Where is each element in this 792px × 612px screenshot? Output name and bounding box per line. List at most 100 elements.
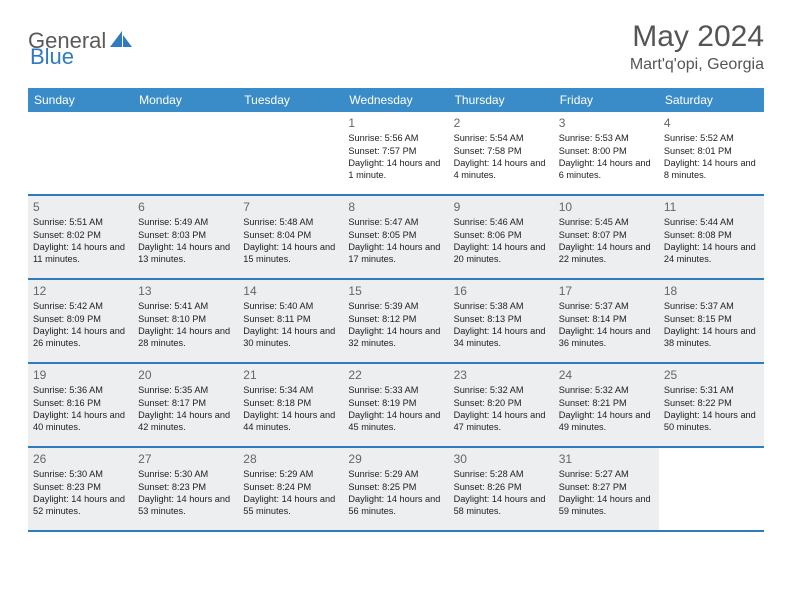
day-cell: 18Sunrise: 5:37 AMSunset: 8:15 PMDayligh… xyxy=(659,280,764,362)
day-info: Sunrise: 5:27 AMSunset: 8:27 PMDaylight:… xyxy=(559,468,654,518)
day-number: 2 xyxy=(454,115,549,131)
day-cell: 1Sunrise: 5:56 AMSunset: 7:57 PMDaylight… xyxy=(343,112,448,194)
day-number: 26 xyxy=(33,451,128,467)
day-number: 27 xyxy=(138,451,233,467)
weekday-header: Wednesday xyxy=(343,88,448,112)
day-number: 6 xyxy=(138,199,233,215)
day-number: 4 xyxy=(664,115,759,131)
day-number: 14 xyxy=(243,283,338,299)
location: Mart'q'opi, Georgia xyxy=(630,56,764,74)
day-info: Sunrise: 5:30 AMSunset: 8:23 PMDaylight:… xyxy=(33,468,128,518)
day-cell: 25Sunrise: 5:31 AMSunset: 8:22 PMDayligh… xyxy=(659,364,764,446)
day-number: 11 xyxy=(664,199,759,215)
day-info: Sunrise: 5:49 AMSunset: 8:03 PMDaylight:… xyxy=(138,216,233,266)
day-number: 15 xyxy=(348,283,443,299)
day-cell: 9Sunrise: 5:46 AMSunset: 8:06 PMDaylight… xyxy=(449,196,554,278)
day-number: 29 xyxy=(348,451,443,467)
day-cell: 21Sunrise: 5:34 AMSunset: 8:18 PMDayligh… xyxy=(238,364,343,446)
day-cell: 3Sunrise: 5:53 AMSunset: 8:00 PMDaylight… xyxy=(554,112,659,194)
day-cell xyxy=(133,112,238,194)
day-number: 10 xyxy=(559,199,654,215)
day-number: 13 xyxy=(138,283,233,299)
day-cell: 28Sunrise: 5:29 AMSunset: 8:24 PMDayligh… xyxy=(238,448,343,530)
weekday-header: Tuesday xyxy=(238,88,343,112)
day-number: 19 xyxy=(33,367,128,383)
day-info: Sunrise: 5:56 AMSunset: 7:57 PMDaylight:… xyxy=(348,132,443,182)
day-cell: 26Sunrise: 5:30 AMSunset: 8:23 PMDayligh… xyxy=(28,448,133,530)
day-cell: 17Sunrise: 5:37 AMSunset: 8:14 PMDayligh… xyxy=(554,280,659,362)
day-cell: 11Sunrise: 5:44 AMSunset: 8:08 PMDayligh… xyxy=(659,196,764,278)
sail-icon xyxy=(108,29,134,54)
day-cell: 8Sunrise: 5:47 AMSunset: 8:05 PMDaylight… xyxy=(343,196,448,278)
day-cell: 24Sunrise: 5:32 AMSunset: 8:21 PMDayligh… xyxy=(554,364,659,446)
day-cell: 10Sunrise: 5:45 AMSunset: 8:07 PMDayligh… xyxy=(554,196,659,278)
day-info: Sunrise: 5:37 AMSunset: 8:15 PMDaylight:… xyxy=(664,300,759,350)
day-cell: 15Sunrise: 5:39 AMSunset: 8:12 PMDayligh… xyxy=(343,280,448,362)
day-cell: 20Sunrise: 5:35 AMSunset: 8:17 PMDayligh… xyxy=(133,364,238,446)
day-number: 24 xyxy=(559,367,654,383)
day-info: Sunrise: 5:41 AMSunset: 8:10 PMDaylight:… xyxy=(138,300,233,350)
day-number: 21 xyxy=(243,367,338,383)
header: General May 2024 Mart'q'opi, Georgia xyxy=(28,20,764,74)
day-info: Sunrise: 5:36 AMSunset: 8:16 PMDaylight:… xyxy=(33,384,128,434)
day-info: Sunrise: 5:39 AMSunset: 8:12 PMDaylight:… xyxy=(348,300,443,350)
day-info: Sunrise: 5:52 AMSunset: 8:01 PMDaylight:… xyxy=(664,132,759,182)
day-info: Sunrise: 5:44 AMSunset: 8:08 PMDaylight:… xyxy=(664,216,759,266)
day-info: Sunrise: 5:29 AMSunset: 8:25 PMDaylight:… xyxy=(348,468,443,518)
day-info: Sunrise: 5:31 AMSunset: 8:22 PMDaylight:… xyxy=(664,384,759,434)
day-info: Sunrise: 5:51 AMSunset: 8:02 PMDaylight:… xyxy=(33,216,128,266)
weekday-header: Saturday xyxy=(659,88,764,112)
day-info: Sunrise: 5:54 AMSunset: 7:58 PMDaylight:… xyxy=(454,132,549,182)
day-cell: 4Sunrise: 5:52 AMSunset: 8:01 PMDaylight… xyxy=(659,112,764,194)
logo-text-blue: Blue xyxy=(30,44,74,70)
day-cell: 14Sunrise: 5:40 AMSunset: 8:11 PMDayligh… xyxy=(238,280,343,362)
day-info: Sunrise: 5:42 AMSunset: 8:09 PMDaylight:… xyxy=(33,300,128,350)
month-title: May 2024 xyxy=(630,20,764,54)
day-cell: 27Sunrise: 5:30 AMSunset: 8:23 PMDayligh… xyxy=(133,448,238,530)
day-number: 7 xyxy=(243,199,338,215)
day-number: 23 xyxy=(454,367,549,383)
day-info: Sunrise: 5:30 AMSunset: 8:23 PMDaylight:… xyxy=(138,468,233,518)
day-info: Sunrise: 5:48 AMSunset: 8:04 PMDaylight:… xyxy=(243,216,338,266)
day-number: 17 xyxy=(559,283,654,299)
day-info: Sunrise: 5:32 AMSunset: 8:20 PMDaylight:… xyxy=(454,384,549,434)
day-cell: 5Sunrise: 5:51 AMSunset: 8:02 PMDaylight… xyxy=(28,196,133,278)
day-number: 9 xyxy=(454,199,549,215)
week-row: 1Sunrise: 5:56 AMSunset: 7:57 PMDaylight… xyxy=(28,112,764,196)
day-number: 1 xyxy=(348,115,443,131)
weekday-header: Friday xyxy=(554,88,659,112)
day-info: Sunrise: 5:37 AMSunset: 8:14 PMDaylight:… xyxy=(559,300,654,350)
day-number: 25 xyxy=(664,367,759,383)
weekday-header: Sunday xyxy=(28,88,133,112)
day-number: 22 xyxy=(348,367,443,383)
day-cell: 31Sunrise: 5:27 AMSunset: 8:27 PMDayligh… xyxy=(554,448,659,530)
day-info: Sunrise: 5:47 AMSunset: 8:05 PMDaylight:… xyxy=(348,216,443,266)
day-info: Sunrise: 5:40 AMSunset: 8:11 PMDaylight:… xyxy=(243,300,338,350)
day-cell: 6Sunrise: 5:49 AMSunset: 8:03 PMDaylight… xyxy=(133,196,238,278)
day-info: Sunrise: 5:38 AMSunset: 8:13 PMDaylight:… xyxy=(454,300,549,350)
day-number: 12 xyxy=(33,283,128,299)
day-info: Sunrise: 5:53 AMSunset: 8:00 PMDaylight:… xyxy=(559,132,654,182)
week-row: 12Sunrise: 5:42 AMSunset: 8:09 PMDayligh… xyxy=(28,280,764,364)
day-number: 30 xyxy=(454,451,549,467)
day-info: Sunrise: 5:28 AMSunset: 8:26 PMDaylight:… xyxy=(454,468,549,518)
day-number: 8 xyxy=(348,199,443,215)
day-info: Sunrise: 5:46 AMSunset: 8:06 PMDaylight:… xyxy=(454,216,549,266)
day-cell xyxy=(28,112,133,194)
day-number: 3 xyxy=(559,115,654,131)
day-cell: 2Sunrise: 5:54 AMSunset: 7:58 PMDaylight… xyxy=(449,112,554,194)
week-row: 5Sunrise: 5:51 AMSunset: 8:02 PMDaylight… xyxy=(28,196,764,280)
weeks-container: 1Sunrise: 5:56 AMSunset: 7:57 PMDaylight… xyxy=(28,112,764,532)
day-info: Sunrise: 5:35 AMSunset: 8:17 PMDaylight:… xyxy=(138,384,233,434)
day-info: Sunrise: 5:45 AMSunset: 8:07 PMDaylight:… xyxy=(559,216,654,266)
day-info: Sunrise: 5:33 AMSunset: 8:19 PMDaylight:… xyxy=(348,384,443,434)
day-cell: 30Sunrise: 5:28 AMSunset: 8:26 PMDayligh… xyxy=(449,448,554,530)
title-block: May 2024 Mart'q'opi, Georgia xyxy=(630,20,764,74)
weekday-header-row: SundayMondayTuesdayWednesdayThursdayFrid… xyxy=(28,88,764,112)
week-row: 26Sunrise: 5:30 AMSunset: 8:23 PMDayligh… xyxy=(28,448,764,532)
day-cell xyxy=(659,448,764,530)
day-number: 18 xyxy=(664,283,759,299)
day-number: 20 xyxy=(138,367,233,383)
day-number: 16 xyxy=(454,283,549,299)
day-cell: 23Sunrise: 5:32 AMSunset: 8:20 PMDayligh… xyxy=(449,364,554,446)
